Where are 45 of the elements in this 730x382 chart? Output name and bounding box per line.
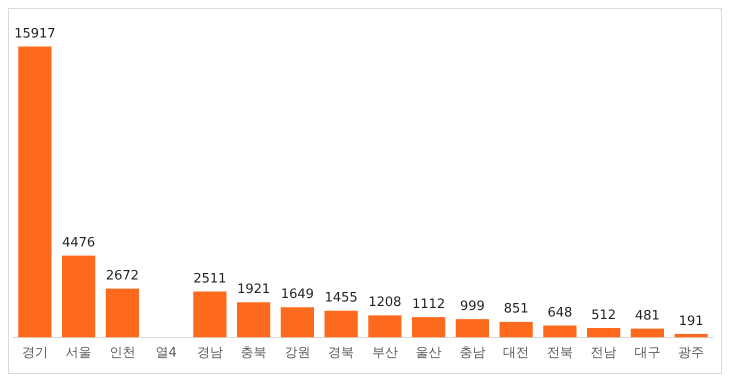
data-label: 1649 bbox=[280, 287, 314, 302]
x-tick-label: 경북 bbox=[328, 346, 354, 361]
data-label: 4476 bbox=[62, 235, 96, 250]
data-label: 1455 bbox=[324, 290, 358, 306]
x-tick-label: 대구 bbox=[634, 346, 660, 361]
x-tick-label: 충남 bbox=[459, 346, 486, 361]
bar bbox=[543, 326, 576, 338]
data-label: 512 bbox=[591, 308, 616, 323]
bar bbox=[280, 307, 314, 338]
data-label: 191 bbox=[678, 314, 704, 329]
bar bbox=[412, 317, 446, 338]
x-tick-label: 인천 bbox=[109, 346, 136, 361]
data-label: 999 bbox=[460, 299, 485, 314]
bar bbox=[587, 328, 620, 338]
x-tick-label: 강원 bbox=[284, 346, 310, 361]
bar bbox=[456, 319, 489, 338]
bar bbox=[18, 46, 52, 338]
x-tick-label: 부산 bbox=[372, 346, 398, 361]
data-label: 1112 bbox=[412, 296, 446, 312]
x-tick-label: 대전 bbox=[503, 346, 530, 361]
data-label: 2672 bbox=[106, 268, 139, 284]
x-tick-label: 서울 bbox=[66, 346, 92, 361]
x-tick-label: 전북 bbox=[546, 346, 573, 361]
x-tick-label: 열4 bbox=[155, 346, 177, 361]
data-label: 481 bbox=[634, 308, 660, 324]
bar bbox=[500, 322, 533, 338]
x-tick-label: 충북 bbox=[240, 346, 267, 361]
data-label: 1208 bbox=[368, 295, 402, 310]
bar bbox=[630, 328, 664, 338]
bar bbox=[193, 292, 226, 338]
bar bbox=[237, 302, 270, 338]
data-label: 15917 bbox=[14, 26, 56, 42]
x-tick-label: 울산 bbox=[416, 346, 442, 361]
x-tick-label: 경남 bbox=[196, 346, 223, 361]
bar bbox=[368, 315, 402, 338]
bar bbox=[324, 310, 358, 338]
x-tick-label: 광주 bbox=[678, 346, 704, 361]
data-label: 1921 bbox=[237, 282, 270, 298]
data-label: 2511 bbox=[193, 271, 226, 286]
data-label: 648 bbox=[547, 305, 572, 320]
bar bbox=[106, 288, 139, 338]
x-tick-label: 경기 bbox=[22, 346, 48, 361]
data-label: 851 bbox=[504, 302, 529, 317]
x-tick-label: 전남 bbox=[590, 346, 617, 361]
bar bbox=[62, 256, 96, 338]
